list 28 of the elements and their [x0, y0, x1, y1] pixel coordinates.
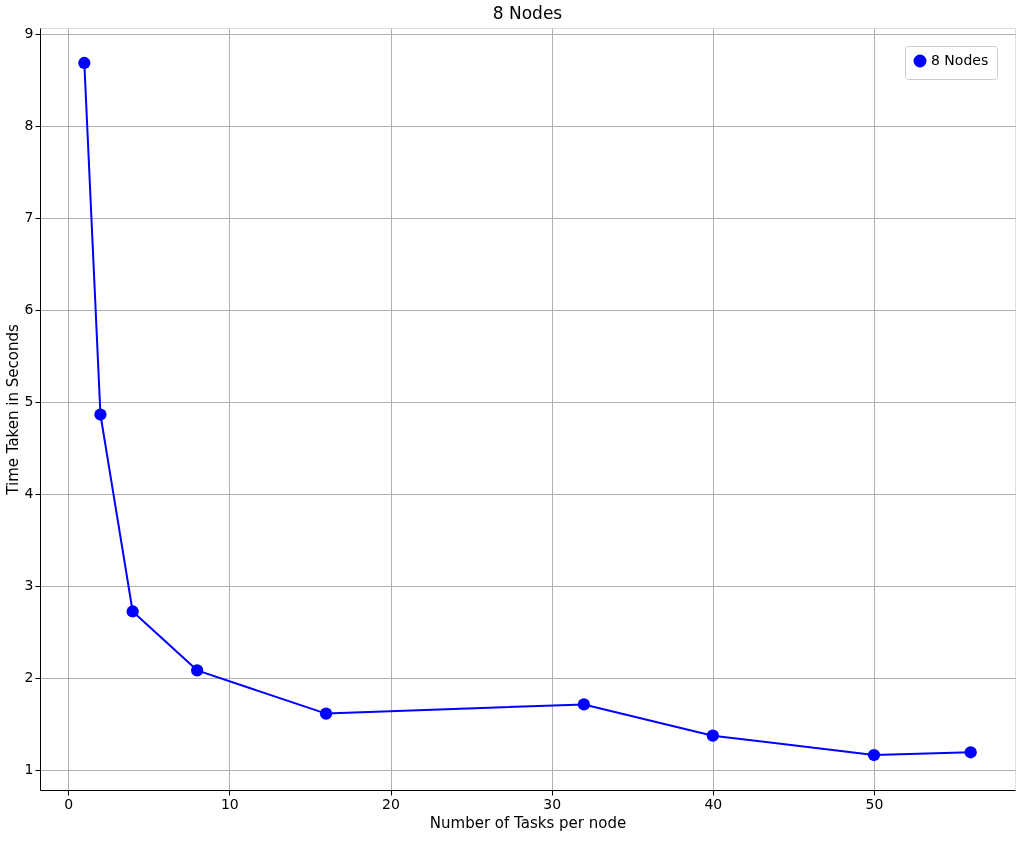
x-axis-title: Number of Tasks per node [429, 813, 627, 832]
point [706, 729, 719, 742]
point [577, 698, 591, 711]
point [867, 748, 881, 762]
legend-label: 8 Nodes [931, 52, 989, 68]
point [191, 664, 204, 677]
x-tick-label: 30 [543, 795, 562, 812]
y-tick-label: 5 [24, 393, 34, 410]
y-tick-label: 8 [24, 117, 34, 134]
y-tick-label: 9 [24, 25, 34, 42]
x-tick-label: 40 [704, 795, 723, 812]
y-tick-label: 1 [24, 761, 34, 778]
chart-title: 8 Nodes [492, 2, 563, 23]
x-tick-label: 0 [64, 795, 74, 812]
x-tick-label: 20 [382, 795, 400, 812]
y-tick-label: 6 [24, 301, 34, 318]
y-tick-label: 7 [24, 209, 34, 226]
point [126, 605, 139, 618]
x-tick-label: 50 [865, 795, 884, 812]
x-tick-label: 10 [220, 795, 239, 812]
point [94, 408, 107, 421]
y-axis-title: Time Taken in Seconds [3, 324, 22, 496]
y-tick-label: 4 [24, 485, 34, 502]
point [319, 707, 333, 720]
y-tick-label: 2 [24, 669, 34, 686]
point [964, 746, 977, 759]
point [78, 56, 91, 70]
y-tick-label: 3 [24, 577, 34, 594]
